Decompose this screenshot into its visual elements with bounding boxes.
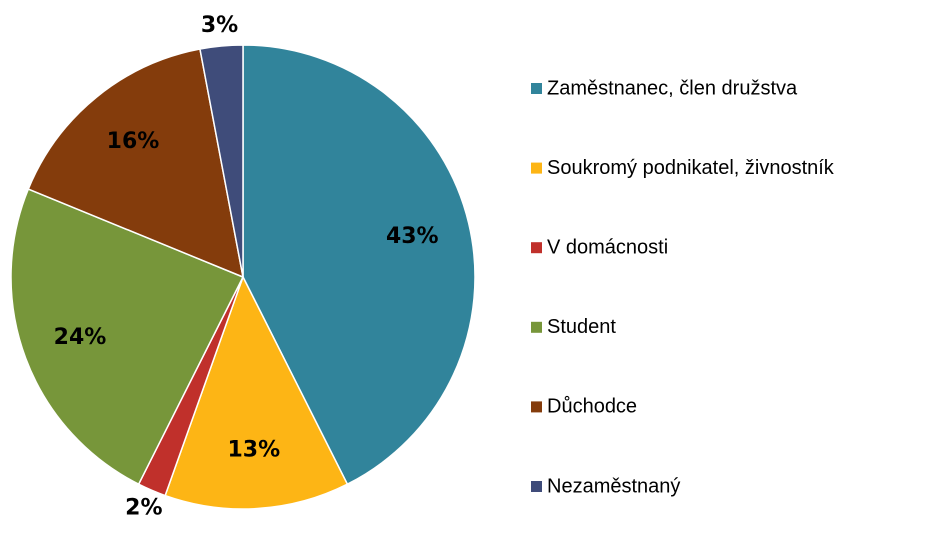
pie-slice [164, 275, 349, 510]
value-label: 24% [54, 325, 107, 350]
value-label: 2% [125, 496, 162, 521]
value-label: 43% [386, 224, 439, 249]
legend-label: Důchodce [547, 396, 637, 418]
legend-swatch [531, 321, 542, 333]
pie-slice [199, 44, 244, 278]
legend-label: Student [547, 316, 616, 338]
legend-label: V domácnosti [547, 236, 668, 258]
value-label: 3% [201, 13, 238, 38]
legend-label: Zaměstnanec, člen družstva [547, 77, 798, 99]
legend-swatch [531, 481, 542, 492]
legend-swatch [531, 242, 542, 254]
legend-label: Nezaměstnaný [547, 475, 680, 497]
pie-slice [242, 44, 476, 486]
value-label: 16% [107, 129, 160, 154]
value-label: 13% [227, 438, 280, 463]
legend-swatch [531, 83, 542, 94]
pie-slice [10, 188, 245, 486]
pie-slice [27, 48, 244, 279]
legend-swatch [531, 162, 542, 174]
legend-swatch [531, 401, 542, 413]
legend-label: Soukromý podnikatel, živnostník [547, 157, 835, 179]
